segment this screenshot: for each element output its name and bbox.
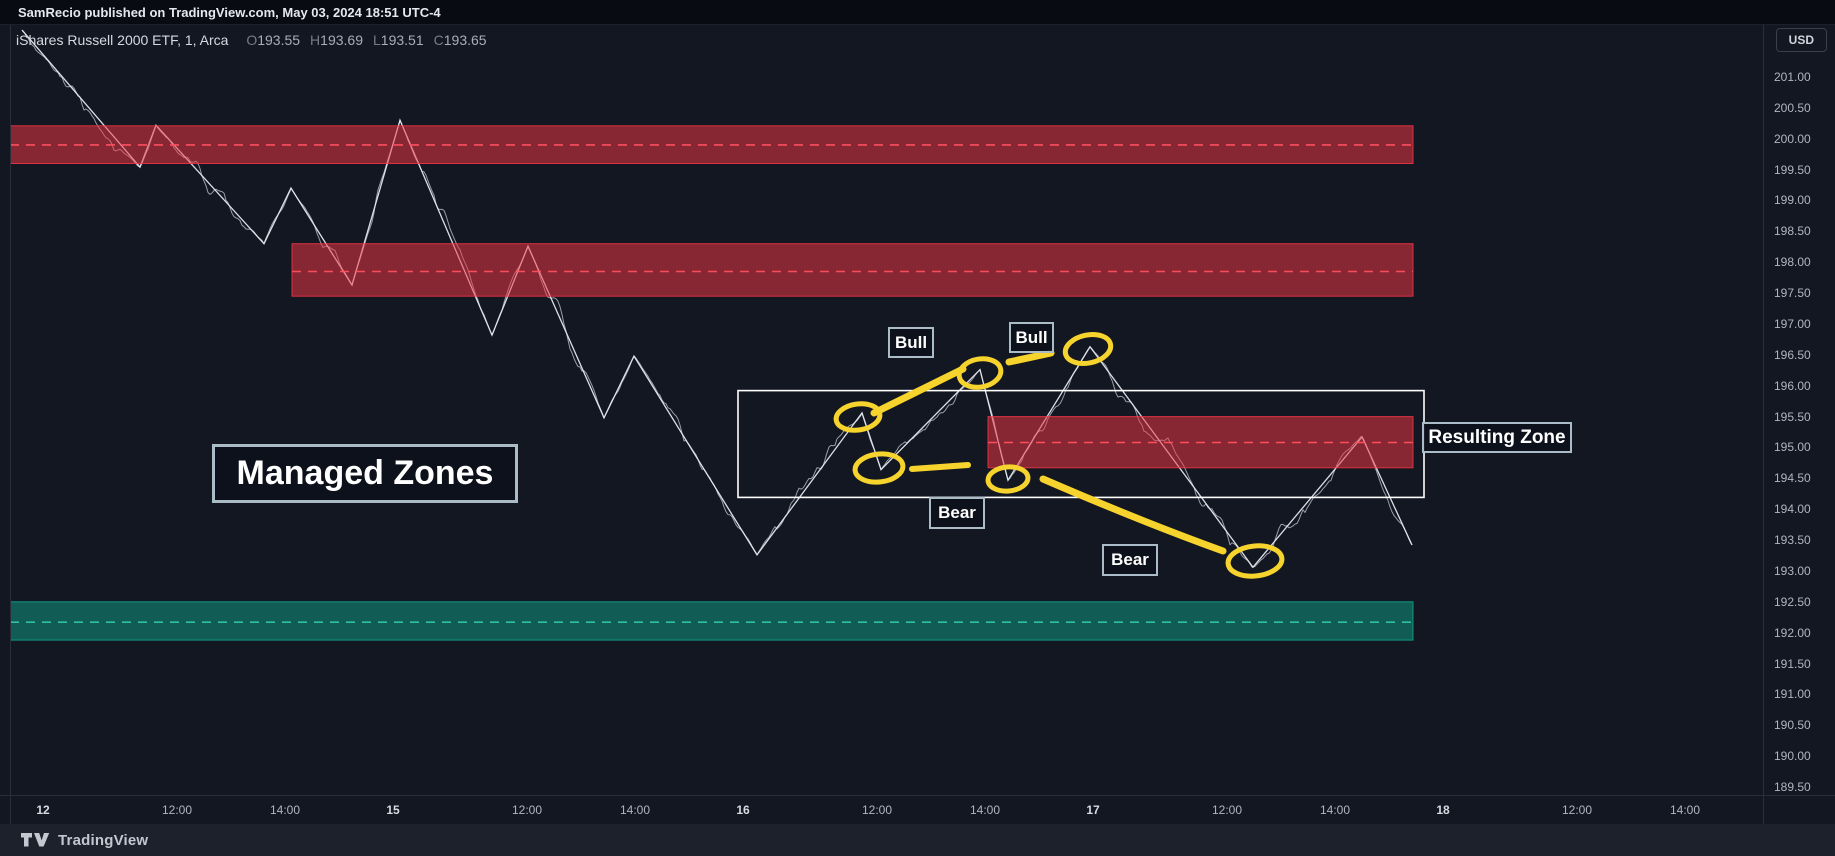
swing-circle-5[interactable] — [1062, 331, 1114, 368]
publish-bar: SamRecio published on TradingView.com, M… — [0, 0, 1835, 25]
price-tick-label: 194.00 — [1774, 502, 1811, 517]
annotation-label-resulting-zone[interactable]: Resulting Zone — [1422, 422, 1572, 453]
time-tick-label: 12:00 — [1211, 803, 1243, 817]
price-tick-label: 197.50 — [1774, 286, 1811, 301]
publish-text: SamRecio published on TradingView.com, M… — [18, 5, 441, 20]
price-tick-label: 200.50 — [1774, 100, 1811, 115]
price-tick-label: 192.50 — [1774, 594, 1811, 609]
annotation-label-bear-1[interactable]: Bear — [929, 497, 985, 529]
time-tick-day-label: 12 — [36, 803, 50, 817]
price-tick-label: 195.50 — [1774, 409, 1811, 424]
time-tick-label: 14:00 — [969, 803, 1001, 817]
time-tick-label: 14:00 — [1319, 803, 1351, 817]
price-tick-label: 193.50 — [1774, 533, 1811, 548]
annotation-label-bull-1[interactable]: Bull — [888, 327, 934, 358]
price-tick-label: 189.50 — [1774, 779, 1811, 794]
price-tick-label: 201.00 — [1774, 70, 1811, 84]
time-tick-day-label: 15 — [386, 803, 400, 817]
time-tick-label: 12:00 — [161, 803, 193, 817]
zigzag-indicator-line — [21, 29, 1413, 569]
swing-circle-4[interactable] — [985, 464, 1031, 494]
tradingview-logo-icon[interactable] — [20, 831, 50, 849]
open-value: 193.55 — [257, 32, 301, 48]
price-tick-label: 198.50 — [1774, 224, 1811, 239]
currency-usd-button[interactable]: USD — [1775, 28, 1827, 52]
demand-zone-lower[interactable] — [10, 601, 1414, 641]
price-tick-label: 194.50 — [1774, 471, 1811, 486]
bull-trend-line-2[interactable] — [1005, 349, 1055, 366]
price-tick-label: 195.00 — [1774, 440, 1811, 455]
annotation-label-bull-2[interactable]: Bull — [1009, 322, 1054, 353]
open-label: O — [246, 32, 258, 48]
price-tick-label: 192.00 — [1774, 625, 1811, 640]
time-tick-day-label: 16 — [736, 803, 750, 817]
price-tick-label: 196.50 — [1774, 347, 1811, 362]
swing-circle-2[interactable] — [852, 451, 906, 485]
bear-trend-curve[interactable] — [1039, 475, 1227, 555]
yellow-annotations — [833, 331, 1285, 579]
close-value: 193.65 — [443, 32, 487, 48]
price-tick-label: 196.00 — [1774, 378, 1811, 393]
symbol-row: iShares Russell 2000 ETF, 1, Arca O193.5… — [16, 32, 497, 48]
bear-trend-line-1[interactable] — [909, 462, 971, 472]
swing-circle-6[interactable] — [1225, 543, 1285, 579]
price-tick-label: 198.00 — [1774, 255, 1811, 270]
price-tick-label: 193.00 — [1774, 563, 1811, 578]
resulting-red-zone[interactable] — [987, 416, 1414, 469]
price-tick-label: 200.00 — [1774, 131, 1811, 146]
symbol-title: iShares Russell 2000 ETF, 1, Arca — [16, 32, 229, 48]
time-tick-label: 12:00 — [861, 803, 893, 817]
time-tick-label: 14:00 — [269, 803, 301, 817]
price-tick-label: 199.50 — [1774, 162, 1811, 177]
price-tick-label: 197.00 — [1774, 316, 1811, 331]
time-tick-label: 14:00 — [619, 803, 651, 817]
price-tick-label: 190.00 — [1774, 749, 1811, 764]
time-tick-label: 14:00 — [1669, 803, 1701, 817]
high-value: 193.69 — [320, 32, 363, 48]
price-tick-label: 191.00 — [1774, 687, 1811, 702]
footer-brand[interactable]: TradingView — [58, 831, 149, 849]
close-label: C — [433, 32, 444, 48]
supply-zone-middle[interactable] — [291, 243, 1414, 297]
zones-layer — [10, 125, 1414, 641]
footer-bar: TradingView — [0, 824, 1835, 856]
price-tick-label: 190.50 — [1774, 718, 1811, 733]
price-tick-label: 191.50 — [1774, 656, 1811, 671]
time-tick-label: 12:00 — [511, 803, 543, 817]
swing-circle-1[interactable] — [833, 401, 883, 433]
time-tick-day-label: 18 — [1436, 803, 1450, 817]
low-label: L — [373, 32, 381, 48]
time-tick-day-label: 17 — [1086, 803, 1100, 817]
pane-left-border — [10, 25, 11, 824]
annotation-label-managed-zones[interactable]: Managed Zones — [212, 444, 518, 503]
supply-zone-upper[interactable] — [10, 125, 1414, 165]
high-label: H — [310, 32, 321, 48]
price-tick-label: 199.00 — [1774, 193, 1811, 208]
swing-circle-3[interactable] — [956, 356, 1004, 391]
price-axis-border — [1763, 25, 1764, 824]
bull-trend-line-1[interactable] — [870, 365, 967, 417]
annotation-label-bear-2[interactable]: Bear — [1102, 544, 1158, 576]
low-value: 193.51 — [380, 32, 424, 48]
ohlc-values: O193.55 H193.69 L193.51 C193.65 — [246, 32, 496, 48]
time-tick-label: 12:00 — [1561, 803, 1593, 817]
time-axis-border — [0, 795, 1835, 796]
